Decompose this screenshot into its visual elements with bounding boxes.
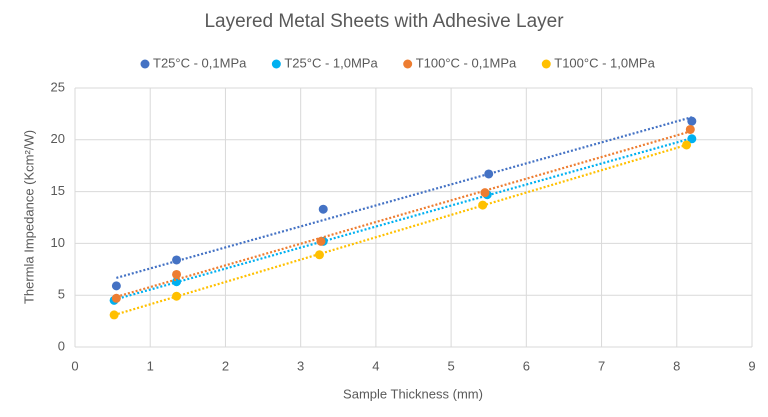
legend-marker xyxy=(140,59,150,69)
data-point xyxy=(682,140,692,150)
x-tick-label: 3 xyxy=(297,358,304,373)
x-tick-label: 4 xyxy=(372,358,379,373)
data-point xyxy=(478,200,488,210)
y-axis-title: Thermla Impedance (Kcm²/W) xyxy=(21,130,36,304)
legend-marker xyxy=(541,59,551,69)
x-tick-label: 9 xyxy=(748,358,755,373)
chart-title: Layered Metal Sheets with Adhesive Layer xyxy=(204,11,564,32)
data-point xyxy=(109,310,119,320)
y-tick-label: 20 xyxy=(51,131,65,146)
x-tick-label: 5 xyxy=(447,358,454,373)
legend-marker xyxy=(271,59,281,69)
y-tick-label: 5 xyxy=(58,287,65,302)
trendline xyxy=(116,130,691,298)
y-tick-label: 0 xyxy=(58,338,65,353)
data-point xyxy=(111,281,121,291)
data-point xyxy=(687,134,697,144)
x-tick-label: 6 xyxy=(523,358,530,373)
data-point xyxy=(316,236,326,246)
x-tick-label: 8 xyxy=(673,358,680,373)
legend-label: T25°C - 0,1MPa xyxy=(153,55,247,70)
data-point xyxy=(318,204,328,214)
trendline xyxy=(113,137,693,301)
data-point xyxy=(172,255,182,265)
trendline xyxy=(116,116,693,279)
data-point xyxy=(687,116,697,126)
data-point xyxy=(172,291,182,301)
data-point xyxy=(480,188,490,198)
legend-label: T100°C - 0,1MPa xyxy=(416,55,517,70)
data-point xyxy=(484,169,494,179)
x-tick-label: 7 xyxy=(598,358,605,373)
data-point xyxy=(111,293,121,303)
y-tick-label: 10 xyxy=(51,235,65,250)
y-tick-label: 15 xyxy=(51,183,65,198)
x-tick-label: 1 xyxy=(147,358,154,373)
y-tick-label: 25 xyxy=(51,79,65,94)
data-point xyxy=(685,124,695,134)
legend-label: T100°C - 1,0MPa xyxy=(554,55,655,70)
x-tick-label: 0 xyxy=(71,358,78,373)
trendline xyxy=(113,143,687,317)
x-tick-label: 2 xyxy=(222,358,229,373)
legend-marker xyxy=(403,59,413,69)
data-point xyxy=(172,269,182,279)
legend-label: T25°C - 1,0MPa xyxy=(284,55,378,70)
x-axis-title: Sample Thickness (mm) xyxy=(343,386,483,401)
data-point xyxy=(314,250,324,260)
